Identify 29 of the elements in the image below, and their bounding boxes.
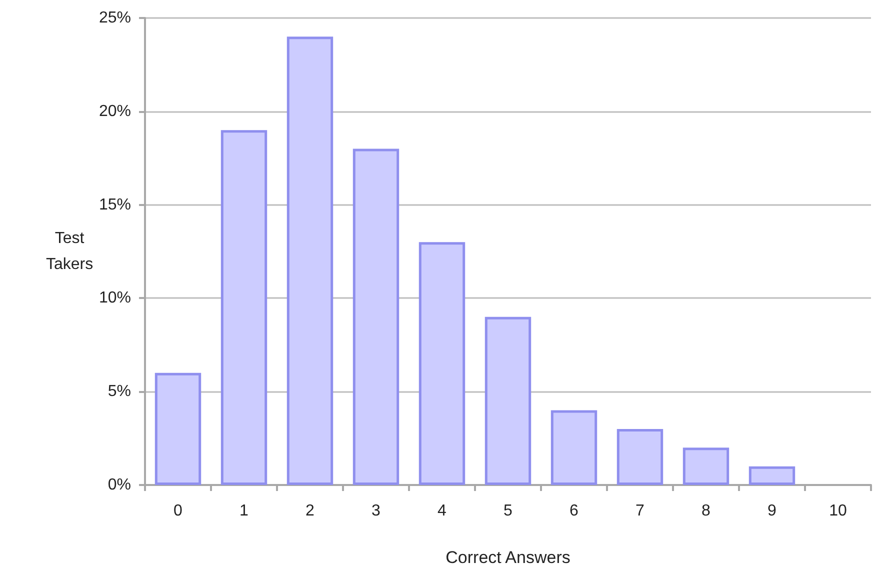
x-tick-label: 3 [372, 502, 381, 520]
bar [484, 316, 532, 485]
x-tick-label: 10 [829, 502, 847, 520]
x-tick-label: 5 [504, 502, 513, 520]
y-tick-label: 10% [98, 290, 131, 307]
x-tick-label: 8 [702, 502, 711, 520]
bar [352, 148, 400, 485]
bar [682, 448, 730, 485]
x-tick-label: 9 [768, 502, 777, 520]
bar [550, 410, 598, 485]
bar [418, 242, 466, 485]
x-tick-label: 4 [438, 502, 447, 520]
y-tick-label: 0% [108, 476, 131, 494]
x-tick-label: 6 [570, 502, 579, 520]
bar [220, 130, 268, 485]
x-axis-title: Correct Answers [446, 548, 570, 567]
y-tick-label: 15% [98, 196, 131, 214]
bar [286, 36, 334, 485]
bar [748, 466, 796, 485]
x-tick-label: 1 [240, 502, 249, 520]
y-tick-label: 25% [98, 10, 131, 26]
y-axis-title: Test Takers [46, 230, 94, 273]
bar [154, 372, 202, 485]
x-tick-label: 2 [306, 502, 315, 520]
y-tick-label: 5% [108, 383, 131, 400]
x-tick-label: 0 [174, 502, 183, 520]
y-tick-label: 20% [98, 102, 131, 120]
x-tick-label: 7 [636, 502, 645, 520]
bar [616, 428, 664, 485]
